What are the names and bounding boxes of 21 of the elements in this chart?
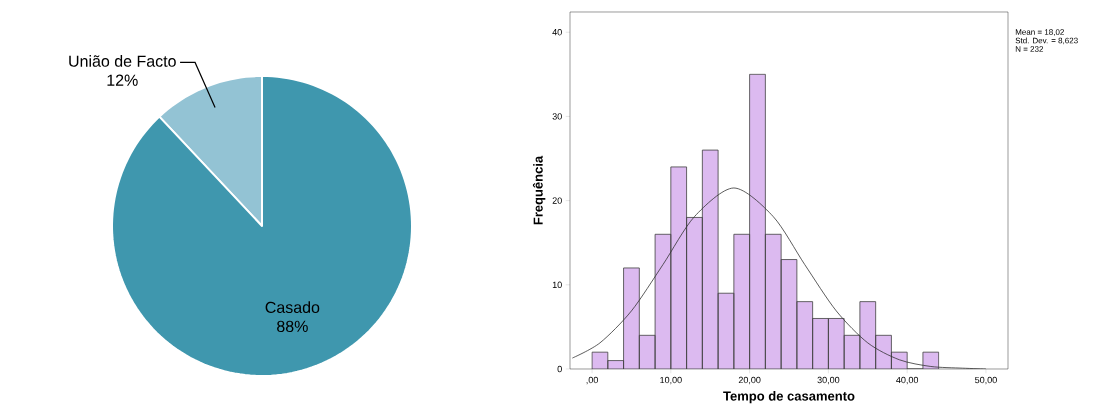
- line-series: [571, 187, 987, 369]
- x-tick-label: 50,00: [975, 376, 997, 385]
- x-axis-title: Tempo de casamento: [723, 391, 855, 404]
- y-tick-label: 0: [557, 365, 562, 373]
- data-label: 12%: [107, 74, 138, 86]
- slice-label: Casado: [265, 301, 320, 314]
- text: Mean = 18,02: [1015, 29, 1064, 36]
- x-tick-label: 40,00: [896, 376, 919, 385]
- text: N = 232: [1015, 46, 1044, 52]
- x-tick-label: 10,00: [660, 376, 682, 385]
- y-tick-label: 40: [552, 29, 562, 36]
- text: Std. Dev. = 8,623: [1015, 37, 1078, 45]
- y-tick-label: 30: [552, 113, 562, 120]
- y-axis-title: Frequência: [532, 155, 546, 225]
- y-tick-label: 20: [552, 197, 562, 204]
- x-tick-label: 30,00: [817, 376, 840, 385]
- x-tick-label: 20,00: [738, 376, 761, 385]
- slice-label: União de Facto: [69, 55, 176, 67]
- y-tick-label: 10: [552, 281, 562, 288]
- x-tick-label: ,00: [586, 376, 598, 385]
- data-label: 88%: [277, 320, 308, 333]
